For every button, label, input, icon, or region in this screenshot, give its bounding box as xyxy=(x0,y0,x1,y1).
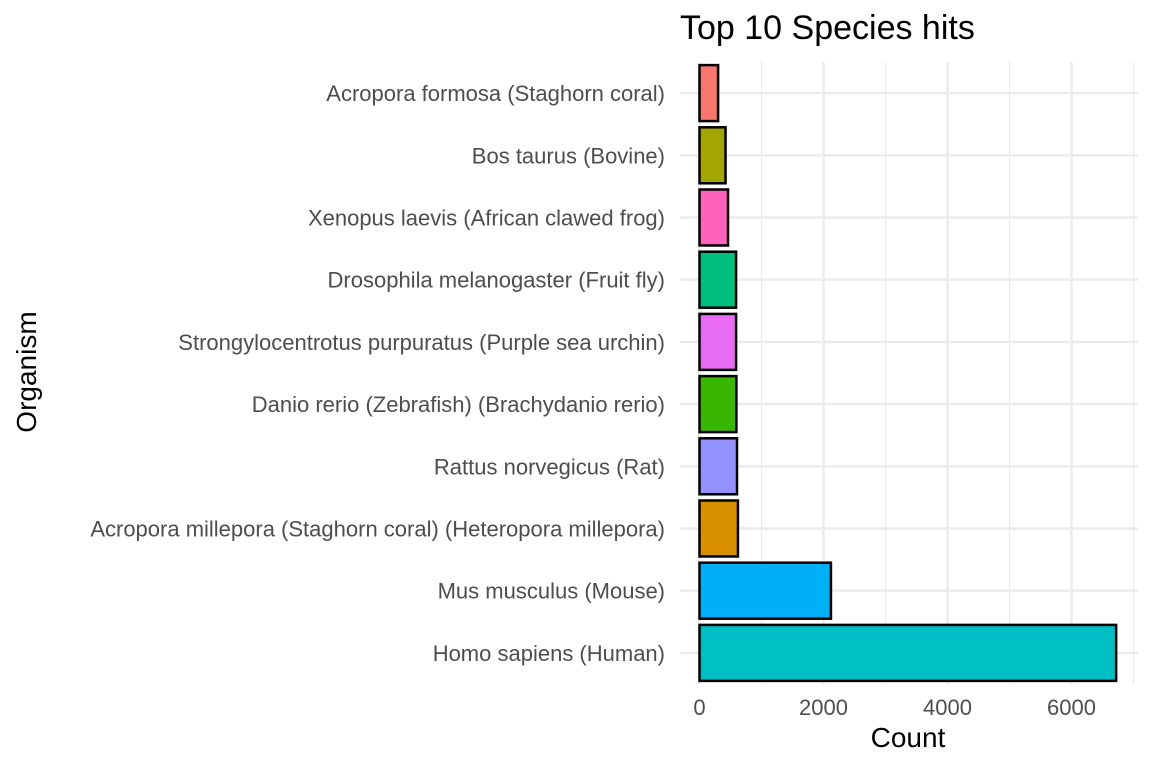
bar xyxy=(698,374,738,434)
y-tick-label: Homo sapiens (Human) xyxy=(433,641,665,666)
bar xyxy=(698,623,1118,683)
y-tick-label: Xenopus laevis (African clawed frog) xyxy=(308,206,665,231)
y-axis-label: Organism xyxy=(11,311,42,432)
x-tick-label: 0 xyxy=(693,695,705,720)
x-tick-labels: 0 2000 4000 6000 xyxy=(693,695,1096,720)
bar xyxy=(698,312,738,372)
y-tick-label: Strongylocentrotus purpuratus (Purple se… xyxy=(178,330,665,355)
bar xyxy=(698,63,720,123)
y-tick-label: Bos taurus (Bovine) xyxy=(472,143,665,168)
y-tick-label: Drosophila melanogaster (Fruit fly) xyxy=(328,268,665,293)
x-tick-label: 2000 xyxy=(799,695,848,720)
y-tick-labels: Acropora formosa (Staghorn coral) Bos tau… xyxy=(90,81,665,666)
x-axis-label: Count xyxy=(871,722,946,753)
bar xyxy=(698,250,738,309)
bar xyxy=(698,561,833,620)
y-tick-label: Danio rerio (Zebrafish) (Brachydanio rer… xyxy=(252,392,665,417)
y-tick-label: Acropora millepora (Staghorn coral) (Het… xyxy=(90,517,665,542)
bar xyxy=(698,437,739,496)
bars xyxy=(698,63,1118,683)
y-tick-label: Rattus norvegicus (Rat) xyxy=(434,454,665,479)
bar xyxy=(698,499,740,558)
bar xyxy=(698,126,727,185)
y-tick-label: Mus musculus (Mouse) xyxy=(438,579,665,604)
x-tick-label: 4000 xyxy=(923,695,972,720)
x-tick-label: 6000 xyxy=(1047,695,1096,720)
chart-title: Top 10 Species hits xyxy=(680,9,975,47)
y-tick-label: Acropora formosa (Staghorn coral) xyxy=(326,81,665,106)
bar xyxy=(698,188,730,247)
